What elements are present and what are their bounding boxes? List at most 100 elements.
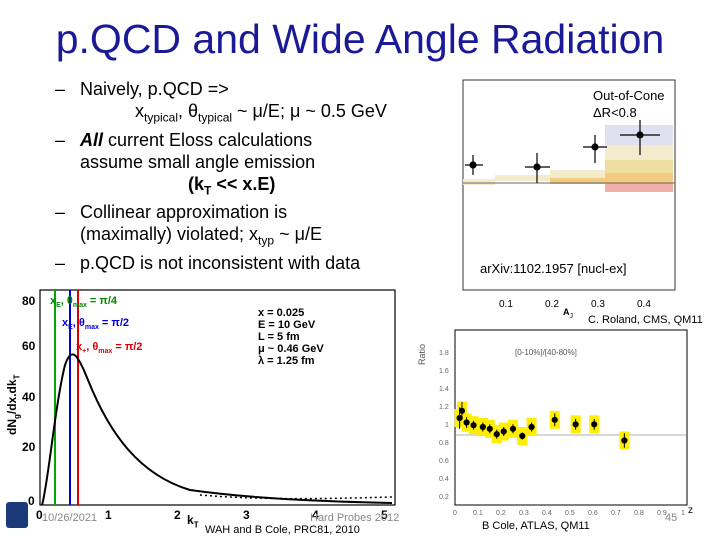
atlas-ytick-2: 1.6	[439, 368, 449, 375]
atlas-ytick-4: 1.2	[439, 404, 449, 411]
bullet-4: – p.QCD is not inconsistent with data	[55, 252, 435, 274]
footer-date: 10/26/2021	[42, 512, 98, 524]
atlas-ytick-1: 1.8	[439, 350, 449, 357]
param-l: L = 5 fm	[258, 331, 300, 343]
atlas-xtick-4: 0.4	[542, 510, 552, 517]
theory-xtick-2: 2	[174, 508, 181, 522]
atlas-xtick-8: 0.8	[634, 510, 644, 517]
theory-xtick-0: 0	[36, 508, 43, 522]
kt-a: (k	[188, 173, 205, 194]
bullet-dash: –	[55, 79, 66, 99]
atlas-xtick-9: 0.9	[657, 510, 667, 517]
label-green: xE, θmax = π/4	[50, 295, 118, 310]
atlas-xtick-2: 0.2	[496, 510, 506, 517]
cms-plot: Out-of-Cone ΔR<0.8 arXiv:1102.1957 [nucl…	[455, 75, 685, 320]
theory-ytick-80: 80	[22, 294, 36, 308]
theory-ytick-20: 20	[22, 440, 36, 454]
bullet-bold-word: All	[80, 129, 104, 150]
cms-xlabel: AJ	[563, 307, 573, 320]
footer-page-number: 45	[665, 512, 678, 524]
atlas-ytick-6: 0.8	[439, 440, 449, 447]
bullet-text: Naively, p.QCD =>	[80, 79, 229, 99]
violated-a: (maximally) violated; x	[80, 224, 259, 245]
math-rest: ~ μ/E; μ ~ 0.5 GeV	[232, 101, 387, 121]
cms-xtick-2: 0.2	[545, 299, 559, 310]
bullet-2: – All current Eloss calculations	[55, 129, 435, 151]
theory-xtick-3: 3	[243, 508, 250, 522]
atlas-xtick-1: 0.1	[473, 510, 483, 517]
bullet-1: – Naively, p.QCD =>	[55, 78, 435, 100]
stack-bin-4-layer-4	[605, 183, 673, 192]
cms-legend-title: Out-of-Cone	[593, 88, 665, 103]
atlas-point-12	[572, 421, 579, 428]
violated-sub: typ	[258, 233, 275, 248]
atlas-ytick-8: 0.4	[439, 476, 449, 483]
atlas-ytick-7: 0.6	[439, 458, 449, 465]
stack-bin-3-layer-1	[550, 170, 605, 178]
bullet-text: current Eloss calculations	[103, 129, 313, 150]
atlas-xtick-7: 0.7	[611, 510, 621, 517]
bullet-violated-line: (maximally) violated; xtyp ~ μ/E	[55, 223, 435, 252]
atlas-plot: 1.8 1.6 1.4 1.2 1 0.8 0.6 0.4 0.2 0 0.1 …	[417, 325, 695, 520]
atlas-ylabel: Ratio	[417, 343, 427, 365]
stack-bin-3-layer-3	[550, 178, 605, 184]
spectrum-curve	[41, 353, 393, 506]
atlas-xtick-10: 1	[681, 510, 685, 517]
footer-conference: Hard Probes 2012	[310, 512, 400, 524]
university-logo	[6, 502, 28, 528]
param-x: x = 0.025	[258, 307, 305, 319]
cms-point-2	[533, 163, 541, 171]
bullet-math-line: xtypical, θtypical ~ μ/E; μ ~ 0.5 GeV	[55, 100, 435, 129]
label-red: x+, θmax = π/2	[76, 341, 143, 356]
theory-ytick-60: 60	[22, 339, 36, 353]
param-lambda: λ = 1.25 fm	[258, 355, 315, 367]
atlas-ytick-9: 0.2	[439, 494, 449, 501]
atlas-point-14	[621, 437, 628, 444]
bullet-dash: –	[55, 202, 66, 223]
atlas-yticks: 1.8 1.6 1.4 1.2 1 0.8 0.6 0.4 0.2	[439, 350, 449, 501]
kt-sub: T	[204, 183, 212, 198]
atlas-point-1	[458, 407, 466, 414]
stack-bin-4-layer-2	[605, 160, 673, 173]
param-mu: μ ~ 0.46 GeV	[258, 343, 324, 355]
atlas-point-11	[551, 416, 558, 423]
theory-ytick-40: 40	[22, 390, 36, 404]
dotted-curve	[199, 494, 393, 500]
atlas-point-5	[486, 425, 493, 432]
theory-ytick-0: 0	[28, 494, 35, 508]
atlas-xticks: 0 0.1 0.2 0.3 0.4 0.5 0.6 0.7 0.8 0.9 1	[453, 510, 685, 517]
cms-point-1	[469, 161, 477, 169]
bullet-list: – Naively, p.QCD => xtypical, θtypical ~…	[55, 78, 435, 274]
bullet-text-cont: assume small angle emission	[80, 151, 316, 172]
cms-point-4	[636, 131, 644, 139]
atlas-ytick-5: 1	[445, 422, 449, 429]
atlas-xtick-6: 0.6	[588, 510, 598, 517]
theory-plot-svg: 80 60 40 20 0 0 1 2 3 4 5	[22, 289, 396, 522]
atlas-point-10	[528, 423, 535, 431]
stack-bin-4-layer-1	[605, 145, 673, 160]
theory-xtick-1: 1	[105, 508, 112, 522]
atlas-ytick-3: 1.4	[439, 386, 449, 393]
theory-plot: 80 60 40 20 0 0 1 2 3 4 5 dNg/dx.dkT kT …	[0, 285, 400, 535]
cms-legend-dr: ΔR<0.8	[593, 105, 637, 120]
atlas-xlabel: z	[688, 505, 693, 516]
credit-cms: C. Roland, CMS, QM11	[588, 314, 703, 326]
atlas-xtick-0: 0	[453, 510, 457, 517]
kt-b: << x.E)	[211, 173, 276, 194]
bullet-text: Collinear approximation is	[80, 202, 288, 223]
atlas-xtick-5: 0.5	[565, 510, 575, 517]
atlas-centrality-label: [0-10%]/[40-80%]	[515, 348, 577, 357]
bullet-3: – Collinear approximation is	[55, 201, 435, 223]
atlas-points	[456, 401, 628, 448]
theory-params: x = 0.025 E = 10 GeV L = 5 fm μ ~ 0.46 G…	[258, 307, 324, 367]
cms-xtick-1: 0.1	[499, 299, 513, 310]
atlas-point-7	[500, 428, 507, 435]
cms-stacks	[463, 125, 673, 192]
theory-xlabel: kT	[187, 513, 199, 530]
cms-data-points	[465, 120, 660, 183]
atlas-point-3	[470, 422, 477, 429]
cms-arxiv-label: arXiv:1102.1957 [nucl-ex]	[480, 261, 626, 276]
violated-b: ~ μ/E	[274, 224, 322, 245]
atlas-point-4	[479, 423, 486, 431]
bullet-dash: –	[55, 129, 66, 150]
